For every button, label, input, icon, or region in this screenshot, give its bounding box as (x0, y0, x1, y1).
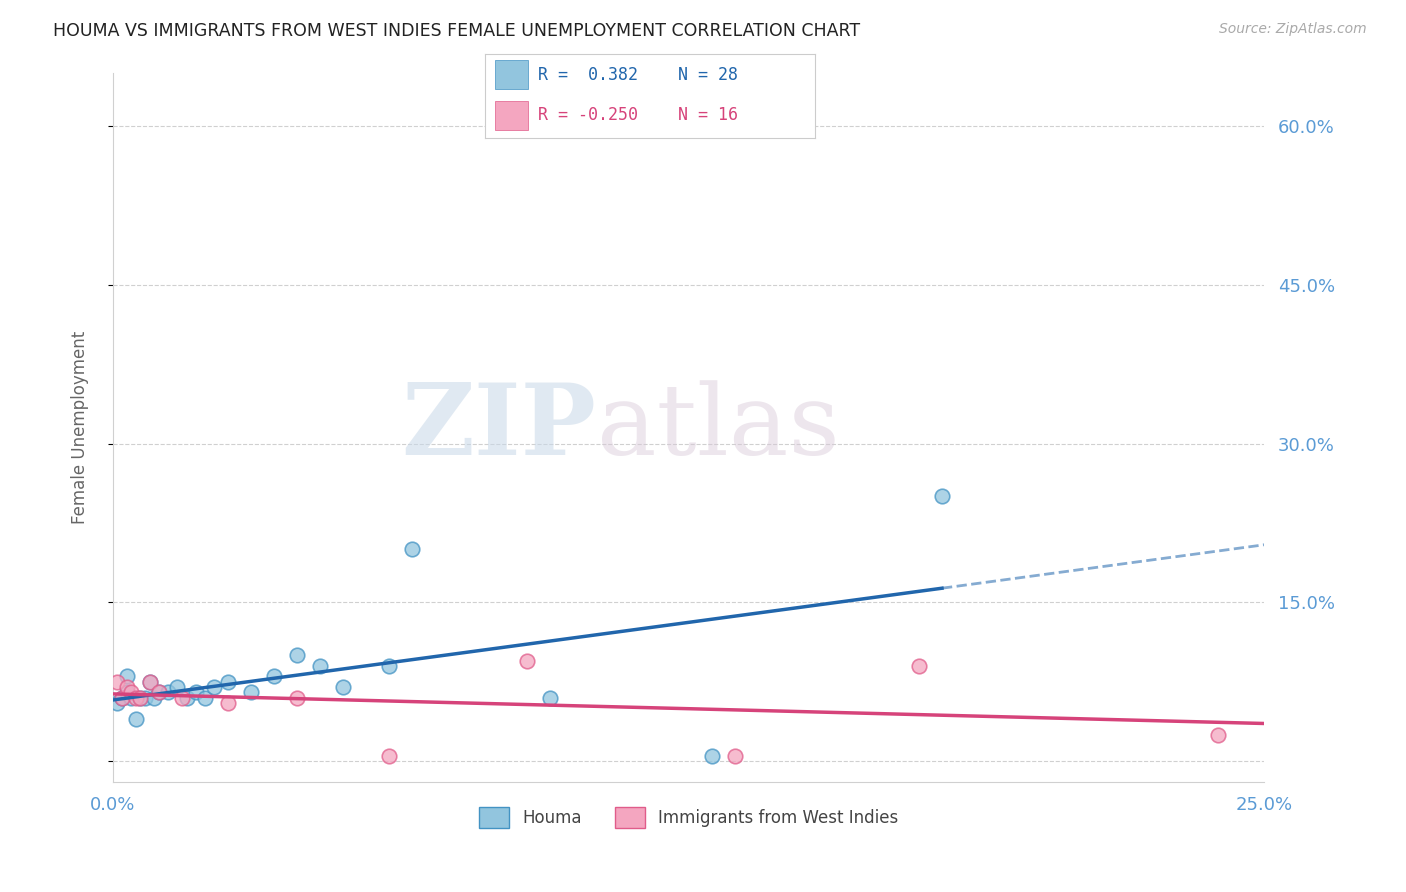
Point (194, 690, 217, 705)
Text: atlas: atlas (596, 380, 839, 475)
Point (240, 685, 263, 699)
Point (401, 542, 423, 557)
Point (143, 690, 166, 705)
Bar (495, 61, 529, 89)
Point (107, 674, 129, 689)
Point (115, 669, 138, 683)
Point (157, 685, 180, 699)
Point (700, 748, 723, 763)
Point (148, 685, 170, 699)
Text: HOUMA VS IMMIGRANTS FROM WEST INDIES FEMALE UNEMPLOYMENT CORRELATION CHART: HOUMA VS IMMIGRANTS FROM WEST INDIES FEM… (53, 22, 860, 40)
Point (111, 690, 134, 705)
Point (115, 685, 138, 699)
Point (115, 680, 138, 694)
Point (378, 659, 401, 673)
Point (176, 690, 198, 705)
Y-axis label: Female Unemployment: Female Unemployment (72, 331, 89, 524)
Point (125, 690, 148, 705)
Point (120, 690, 142, 705)
Point (148, 685, 170, 699)
Point (285, 690, 308, 705)
Point (332, 680, 354, 694)
Point (378, 748, 401, 763)
Point (516, 654, 538, 668)
Point (931, 490, 953, 504)
Point (540, 690, 562, 705)
Point (285, 648, 308, 663)
Text: R = -0.250    N = 16: R = -0.250 N = 16 (538, 106, 738, 124)
Point (170, 690, 193, 705)
Point (129, 690, 152, 705)
Point (134, 690, 156, 705)
Text: Source: ZipAtlas.com: Source: ZipAtlas.com (1219, 22, 1367, 37)
Point (138, 674, 160, 689)
Text: R =  0.382    N = 28: R = 0.382 N = 28 (538, 66, 738, 84)
Point (263, 669, 285, 683)
Point (129, 690, 152, 705)
Point (184, 685, 207, 699)
Point (166, 680, 188, 694)
Point (120, 685, 142, 699)
Point (111, 690, 134, 705)
Point (202, 680, 225, 694)
Point (107, 696, 129, 710)
Point (217, 674, 239, 689)
Point (309, 659, 332, 673)
Point (1208, 728, 1230, 742)
Point (138, 674, 160, 689)
Point (724, 748, 747, 763)
Legend: Houma, Immigrants from West Indies: Houma, Immigrants from West Indies (472, 801, 905, 834)
Text: ZIP: ZIP (402, 379, 596, 476)
Point (908, 659, 931, 673)
Bar (495, 101, 529, 130)
Point (217, 696, 239, 710)
Point (125, 712, 148, 726)
